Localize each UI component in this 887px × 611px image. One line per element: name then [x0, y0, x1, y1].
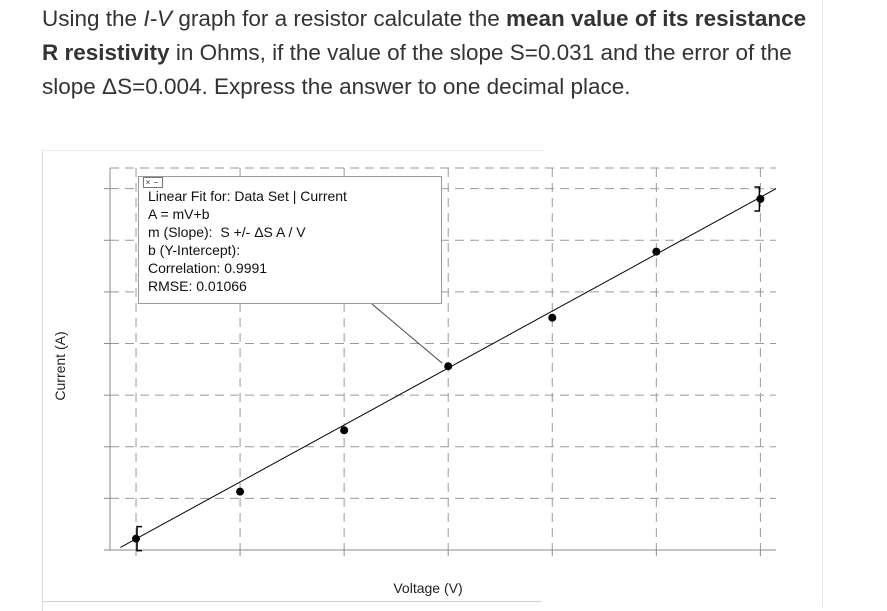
chart-axes	[104, 168, 776, 556]
question-part: in Ohms, if the value of the slope S=0.0…	[42, 40, 792, 99]
figure-frame	[42, 150, 543, 611]
data-point	[444, 362, 453, 371]
question-italic-iv: I-V	[143, 6, 173, 31]
question-bold-phrase: mean value of its resistance R resistivi…	[42, 6, 807, 65]
range-bracket-right	[754, 186, 761, 212]
y-axis-label: Current (A)	[52, 331, 68, 401]
data-point	[236, 487, 245, 496]
fit-title: Linear Fit for: Data Set | Current	[148, 188, 347, 204]
content-right-border	[822, 0, 823, 607]
minimize-icon[interactable]: −	[153, 178, 159, 187]
data-point	[132, 534, 141, 543]
question-part: graph for a resistor calculate the	[172, 6, 506, 31]
close-icon[interactable]: ×	[145, 178, 151, 187]
data-point	[756, 194, 765, 203]
x-axis-label: Voltage (V)	[393, 580, 463, 596]
fit-intercept: b (Y-Intercept):	[148, 242, 241, 258]
fit-slope-label: m (Slope):	[148, 224, 213, 240]
range-bracket-left	[136, 525, 143, 552]
data-points	[132, 194, 765, 543]
fit-equation: A = mV+b	[148, 206, 210, 222]
fit-correlation: Correlation: 0.9991	[148, 260, 268, 276]
data-point	[548, 313, 557, 322]
linear-fit-annotation-box[interactable]: × − Linear Fit for: Data Set | Current A …	[138, 176, 442, 304]
figure-bottom-border	[42, 601, 542, 602]
data-point	[652, 247, 661, 256]
data-point	[340, 426, 349, 435]
annotation-leader-line	[371, 303, 443, 364]
fit-slope-row: m (Slope): S +/- ΔS A / V	[148, 223, 347, 241]
fit-rmse: RMSE: 0.01066	[148, 278, 247, 294]
range-brackets	[136, 186, 761, 552]
question-text: Using the I-V graph for a resistor calcu…	[42, 2, 812, 104]
annotation-controls[interactable]: × −	[143, 177, 163, 188]
fit-slope-value: S +/- ΔS A / V	[220, 224, 306, 240]
question-part: Using the	[42, 6, 144, 31]
